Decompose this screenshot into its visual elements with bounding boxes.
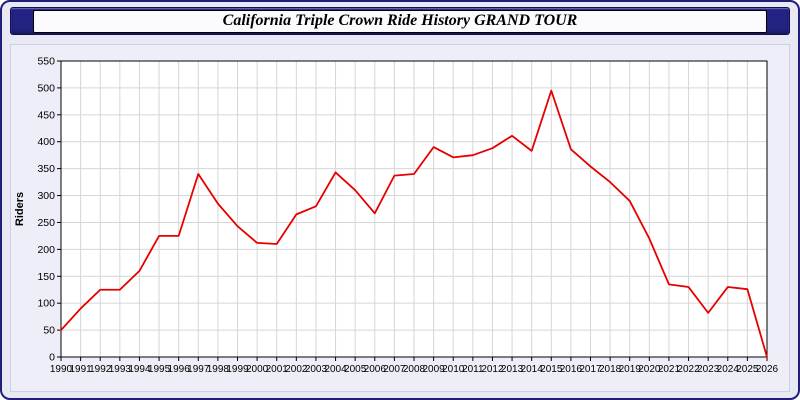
svg-text:2015: 2015	[540, 364, 563, 375]
svg-text:2016: 2016	[560, 364, 583, 375]
svg-text:400: 400	[37, 136, 55, 148]
svg-text:0: 0	[49, 352, 55, 364]
svg-text:450: 450	[37, 109, 55, 121]
svg-text:150: 150	[37, 271, 55, 283]
svg-text:1997: 1997	[187, 364, 210, 375]
svg-text:2005: 2005	[344, 364, 367, 375]
svg-text:2006: 2006	[364, 364, 387, 375]
svg-text:2004: 2004	[324, 364, 347, 375]
svg-text:550: 550	[37, 56, 55, 68]
svg-text:250: 250	[37, 217, 55, 229]
svg-text:2000: 2000	[246, 364, 269, 375]
svg-text:200: 200	[37, 244, 55, 256]
svg-text:1994: 1994	[128, 364, 151, 375]
svg-text:1995: 1995	[148, 364, 171, 375]
svg-text:2026: 2026	[756, 364, 779, 375]
svg-text:2020: 2020	[638, 364, 661, 375]
svg-text:2010: 2010	[442, 364, 465, 375]
svg-text:1993: 1993	[109, 364, 132, 375]
svg-text:2009: 2009	[422, 364, 445, 375]
svg-text:50: 50	[43, 325, 55, 337]
svg-text:2002: 2002	[285, 364, 308, 375]
svg-text:1999: 1999	[226, 364, 249, 375]
svg-text:300: 300	[37, 190, 55, 202]
svg-text:2012: 2012	[481, 364, 504, 375]
svg-text:1990: 1990	[50, 364, 73, 375]
svg-text:2013: 2013	[501, 364, 524, 375]
svg-text:2019: 2019	[619, 364, 642, 375]
svg-text:2003: 2003	[305, 364, 328, 375]
svg-text:Riders: Riders	[14, 192, 26, 226]
chart-container: 0 50 100 150 200 250 300 350 400 450 500 550 1990 199…	[10, 44, 790, 392]
title-bar: California Triple Crown Ride History GRA…	[10, 7, 790, 35]
svg-text:2025: 2025	[736, 364, 759, 375]
svg-text:2017: 2017	[579, 364, 602, 375]
svg-text:2022: 2022	[677, 364, 700, 375]
title-box: California Triple Crown Ride History GRA…	[33, 9, 767, 33]
line-chart: 0501001502002503003504004505005501990199…	[14, 56, 779, 376]
svg-text:2024: 2024	[717, 364, 740, 375]
svg-text:2014: 2014	[521, 364, 544, 375]
svg-text:1996: 1996	[168, 364, 191, 375]
svg-text:1998: 1998	[207, 364, 230, 375]
svg-text:1992: 1992	[89, 364, 112, 375]
svg-text:350: 350	[37, 163, 55, 175]
svg-text:2008: 2008	[403, 364, 426, 375]
svg-text:2018: 2018	[599, 364, 622, 375]
svg-text:2011: 2011	[462, 364, 484, 375]
svg-text:2023: 2023	[697, 364, 720, 375]
svg-text:100: 100	[37, 298, 55, 310]
svg-text:1991: 1991	[69, 364, 92, 375]
page-title: California Triple Crown Ride History GRA…	[222, 11, 578, 29]
svg-text:2007: 2007	[383, 364, 406, 375]
svg-text:2021: 2021	[658, 364, 681, 375]
svg-text:2001: 2001	[266, 364, 289, 375]
svg-text:500: 500	[37, 82, 55, 94]
